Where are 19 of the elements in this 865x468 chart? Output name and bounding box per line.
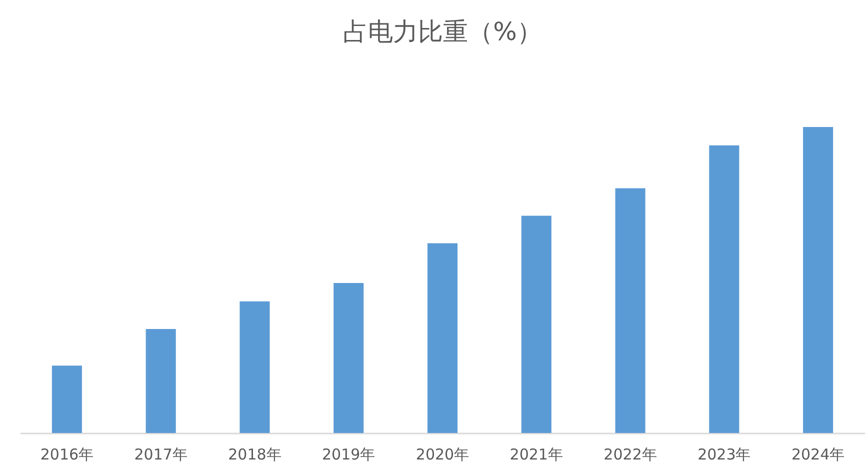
x-tick-label: 2024年 xyxy=(791,446,845,464)
bar xyxy=(240,301,270,433)
bar xyxy=(615,188,646,433)
bar xyxy=(709,145,740,433)
bar xyxy=(146,328,176,433)
bar xyxy=(427,243,458,433)
x-tick-label: 2020年 xyxy=(416,446,470,464)
x-tick-label: 2019年 xyxy=(322,446,376,464)
bar xyxy=(803,127,834,433)
x-tick-label: 2021年 xyxy=(510,446,563,464)
x-tick-label: 2023年 xyxy=(698,446,751,464)
x-tick-label: 2017年 xyxy=(134,446,188,464)
x-tick-label: 2018年 xyxy=(228,446,282,464)
chart-title: 占电力比重（%） xyxy=(343,17,542,46)
x-tick-label: 2016年 xyxy=(40,446,94,464)
bar xyxy=(52,366,82,433)
bar xyxy=(521,216,552,433)
bar xyxy=(334,283,364,433)
x-tick-label: 2022年 xyxy=(604,446,657,464)
